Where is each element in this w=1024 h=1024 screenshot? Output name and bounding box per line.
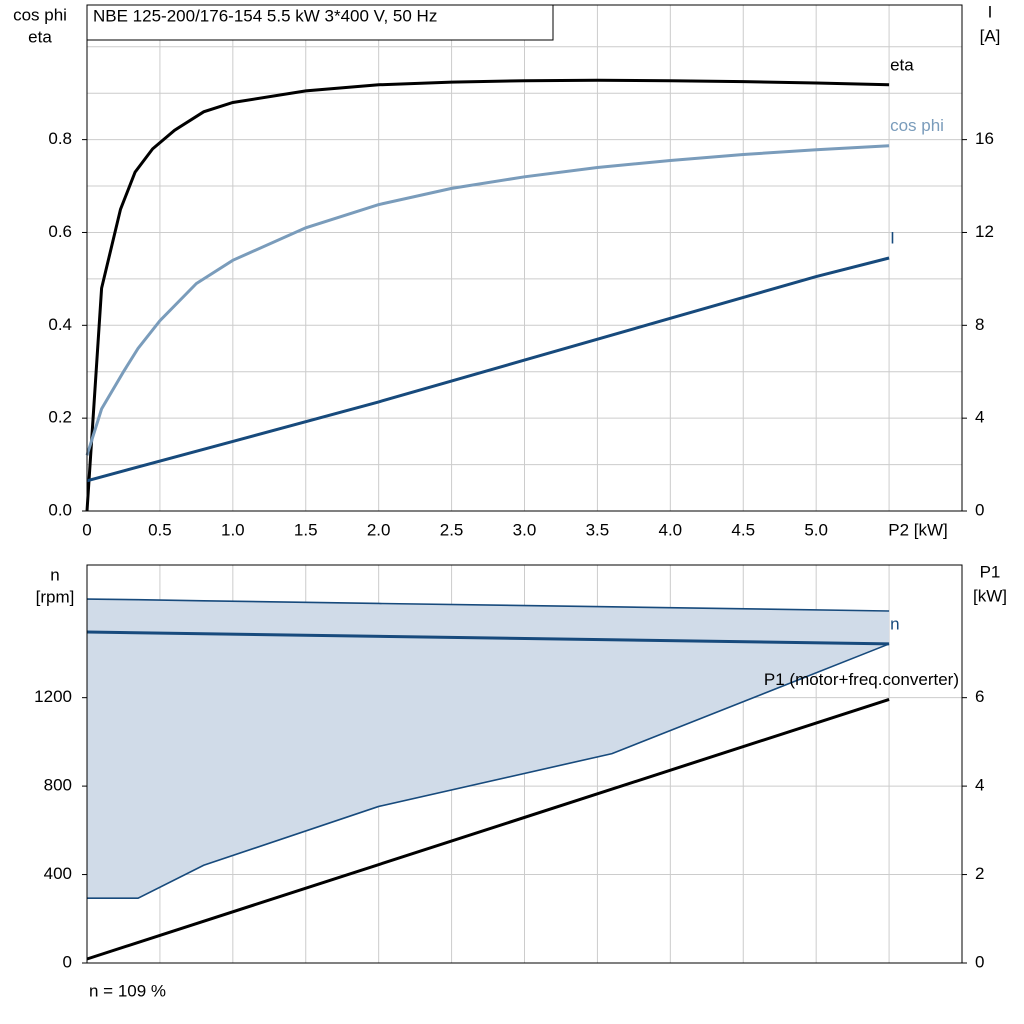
- y2-tick-label: 4: [975, 776, 984, 795]
- x-tick-label: 4.5: [731, 520, 755, 539]
- band-edge: [86, 598, 890, 612]
- series-line: [85, 78, 890, 512]
- y-tick-label: 800: [44, 776, 72, 795]
- y2-axis-label: [A]: [980, 26, 1001, 45]
- x-tick-label: 0: [82, 520, 91, 539]
- y2-tick-label: 8: [975, 315, 984, 334]
- y2-tick-label: 2: [975, 864, 984, 883]
- x-tick-label: 1.0: [221, 520, 245, 539]
- x-tick-label: 1.5: [294, 520, 318, 539]
- y2-tick-label: 12: [975, 222, 994, 241]
- y2-axis-label: P1: [980, 562, 1001, 581]
- band-area: [87, 599, 890, 899]
- x-axis-label: P2 [kW]: [888, 520, 948, 539]
- y-axis-label: cos phi: [13, 5, 67, 24]
- y-tick-label: 0.6: [48, 222, 72, 241]
- series-label: n: [890, 614, 899, 633]
- x-tick-label: 0.5: [148, 520, 172, 539]
- series-label: I: [890, 228, 895, 247]
- y-tick-label: 0.0: [48, 500, 72, 519]
- y2-tick-label: 0: [975, 500, 984, 519]
- y2-axis-label: I: [988, 2, 993, 21]
- y-tick-label: 0: [63, 952, 72, 971]
- annotation: n = 109 %: [89, 981, 166, 1000]
- y-axis-label: n: [50, 565, 59, 584]
- y2-axis-label: [kW]: [973, 586, 1007, 605]
- y-tick-label: 0.2: [48, 408, 72, 427]
- band-edge: [87, 643, 890, 900]
- x-tick-label: 2.0: [367, 520, 391, 539]
- series-line: [86, 697, 890, 961]
- y2-tick-label: 6: [975, 687, 984, 706]
- x-tick-label: 3.0: [513, 520, 537, 539]
- series-label: cos phi: [890, 116, 944, 135]
- y-axis-label: eta: [28, 27, 52, 46]
- plot-frame: [86, 564, 963, 964]
- series-line: [86, 630, 890, 646]
- x-tick-label: 5.0: [804, 520, 828, 539]
- y2-tick-label: 4: [975, 408, 984, 427]
- x-tick-label: 4.0: [659, 520, 683, 539]
- x-tick-label: 3.5: [586, 520, 610, 539]
- series-line: [85, 144, 890, 456]
- series-line: [86, 256, 890, 483]
- y-tick-label: 1200: [34, 687, 72, 706]
- x-tick-label: 2.5: [440, 520, 464, 539]
- chart-title: NBE 125-200/176-154 5.5 kW 3*400 V, 50 H…: [93, 6, 437, 25]
- y-tick-label: 400: [44, 864, 72, 883]
- series-label: P1 (motor+freq.converter): [764, 670, 959, 689]
- series-label: eta: [890, 55, 914, 74]
- y-tick-label: 0.4: [48, 315, 72, 334]
- y2-tick-label: 16: [975, 129, 994, 148]
- y-tick-label: 0.8: [48, 129, 72, 148]
- title-box: [86, 4, 554, 41]
- y2-tick-label: 0: [975, 952, 984, 971]
- y-axis-label: [rpm]: [36, 587, 75, 606]
